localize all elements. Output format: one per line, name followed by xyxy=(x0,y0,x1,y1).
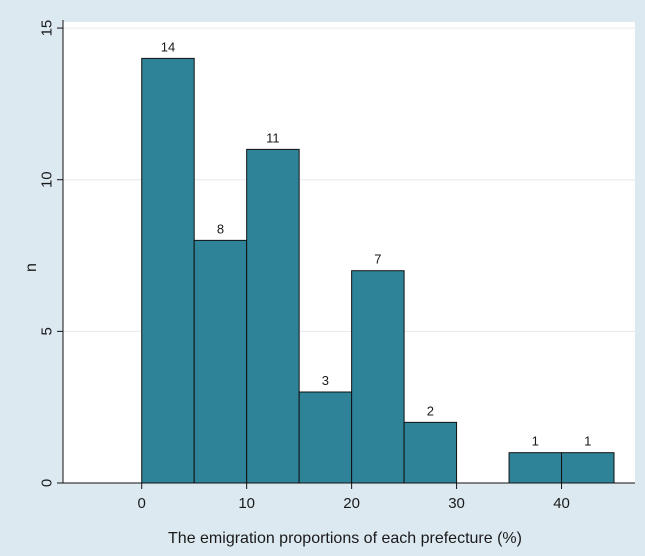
bar-20-25 xyxy=(351,270,405,484)
bar-10-15 xyxy=(246,148,300,484)
data-label-40-45: 1 xyxy=(584,434,591,449)
y-axis-title: n xyxy=(23,263,40,272)
data-label-25-30: 2 xyxy=(427,403,434,418)
x-tick-label-20: 20 xyxy=(343,495,360,512)
data-label-35-40: 1 xyxy=(532,434,539,449)
y-tick-label-10: 10 xyxy=(38,171,55,188)
bar-0-5 xyxy=(141,57,195,484)
data-label-20-25: 7 xyxy=(374,252,381,267)
bars xyxy=(141,57,615,484)
bar-5-10 xyxy=(193,239,248,484)
bar-40-45 xyxy=(561,452,615,484)
x-tick-label-30: 30 xyxy=(448,495,465,512)
x-tick-label-40: 40 xyxy=(553,495,570,512)
axes: 0 10 20 30 40 0 5 10 15 xyxy=(38,20,635,512)
y-tick-label-0: 0 xyxy=(38,479,55,487)
data-label-5-10: 8 xyxy=(217,221,224,236)
x-tick-label-10: 10 xyxy=(238,495,255,512)
bar-35-40 xyxy=(508,452,563,484)
data-label-0-5: 14 xyxy=(161,39,175,54)
data-label-15-20: 3 xyxy=(322,373,329,388)
y-tick-label-15: 15 xyxy=(38,20,55,37)
bar-25-30 xyxy=(403,421,458,484)
data-label-10-15: 11 xyxy=(266,130,280,145)
y-tick-label-5: 5 xyxy=(38,327,55,335)
x-axis-title: The emigration proportions of each prefe… xyxy=(168,530,522,547)
bar-15-20 xyxy=(298,391,353,484)
x-tick-label-0: 0 xyxy=(138,495,146,512)
